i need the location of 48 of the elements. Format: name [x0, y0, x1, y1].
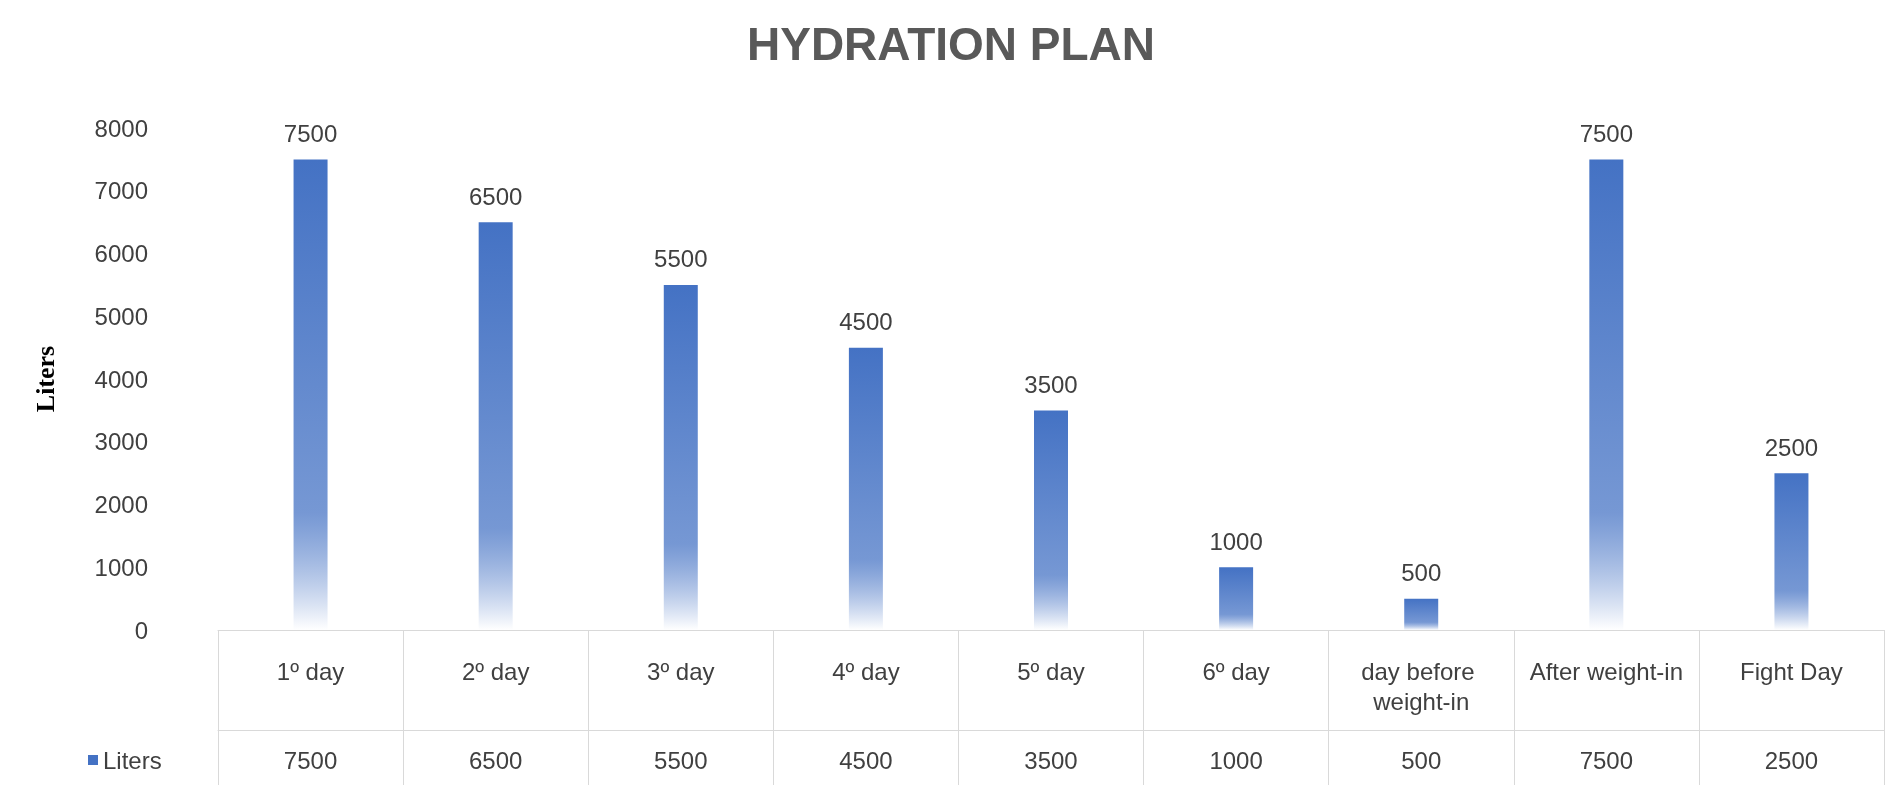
y-tick-label: 0 [134, 616, 148, 644]
x-tick-label: day before weight-in [1361, 657, 1482, 715]
data-label: 2500 [1764, 746, 1819, 774]
text: 6500 [468, 182, 523, 210]
bar [1589, 159, 1624, 630]
bar [1219, 567, 1254, 630]
bar [1774, 473, 1809, 630]
data-label: 6500 [468, 746, 523, 774]
bar [1404, 598, 1439, 630]
data-label: 5500 [654, 746, 708, 774]
y-tick-label: 6000 [94, 240, 148, 267]
bar [293, 159, 328, 630]
text: 1000 [1209, 527, 1263, 555]
data-label: 4500 [839, 746, 893, 774]
data-label: 7500 [1579, 746, 1634, 774]
data-label: 3500 [1024, 746, 1078, 774]
x-tick-label: Fight Day [1740, 657, 1843, 685]
text: 3500 [1024, 370, 1078, 398]
y-tick-label: 2000 [94, 491, 148, 518]
text: 7500 [1579, 119, 1634, 147]
text: 7500 [283, 119, 338, 147]
x-tick-label: 1º day [276, 657, 345, 685]
data-label: 7500 [283, 746, 338, 774]
bar [848, 347, 883, 630]
y-tick-label: 1000 [94, 553, 148, 581]
text: 4500 [839, 308, 893, 336]
data-label: 500 [1401, 746, 1442, 774]
bar [478, 222, 513, 630]
x-tick-label: 5º day [1017, 657, 1085, 685]
x-tick-label: 3º day [647, 657, 715, 685]
y-tick-label: 5000 [94, 302, 148, 330]
x-tick-label: 2º day [461, 657, 530, 685]
chart-title: HYDRATION PLAN [746, 18, 1156, 70]
y-tick-label: 7000 [94, 177, 148, 205]
x-tick-label: 4º day [832, 657, 900, 685]
y-tick-label: 4000 [94, 365, 148, 393]
legend-label: Liters [103, 746, 162, 774]
y-tick-label: 3000 [94, 428, 148, 456]
y-tick-label: 8000 [94, 114, 148, 142]
text: 5500 [654, 245, 708, 273]
y-axis-title: Liters [30, 345, 60, 413]
text: 2500 [1764, 433, 1819, 461]
data-label: 1000 [1209, 746, 1263, 774]
x-tick-label: After weight-in [1529, 657, 1684, 685]
bar [663, 284, 698, 630]
bar [1034, 410, 1068, 630]
x-tick-label: 6º day [1202, 657, 1270, 685]
text: 500 [1401, 559, 1442, 587]
